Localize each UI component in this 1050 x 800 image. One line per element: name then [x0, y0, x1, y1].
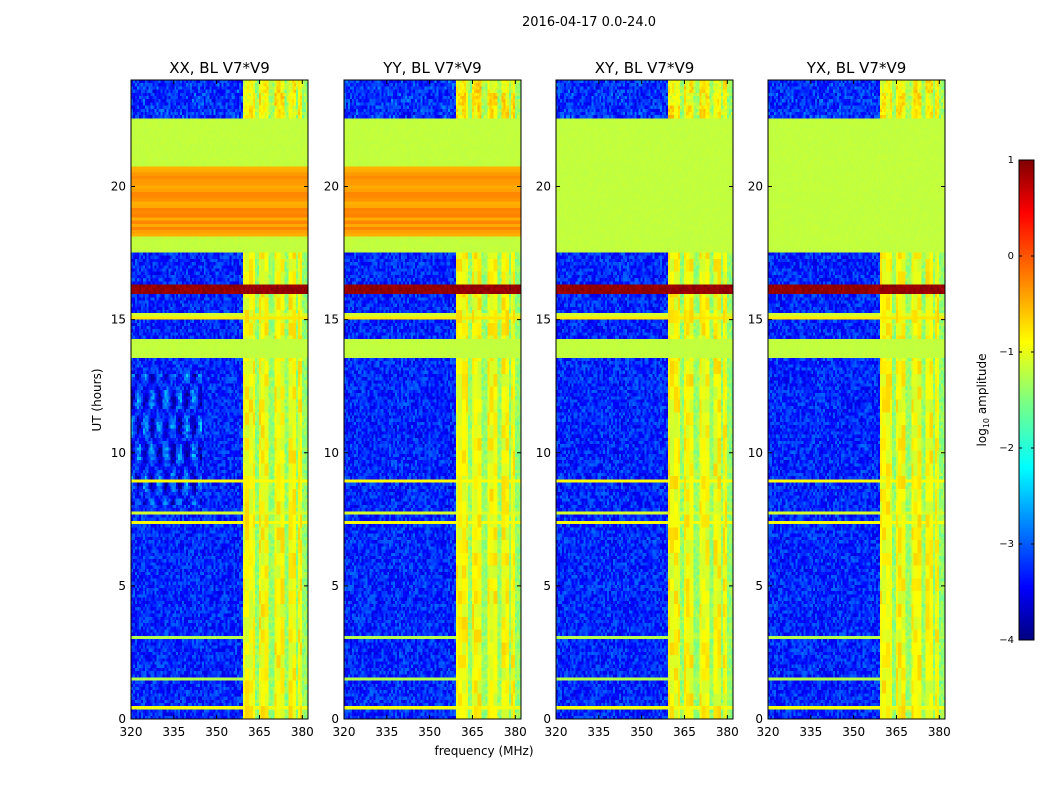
- x-tick-label: 335: [799, 725, 822, 739]
- colorbar-tick-label: −3: [999, 539, 1014, 550]
- x-tick-label: 365: [461, 725, 484, 739]
- y-tick-label: 20: [748, 180, 763, 194]
- colorbar-label-main: log: [975, 428, 989, 446]
- heatmap-image: [768, 80, 945, 719]
- panel-yx: YX, BL V7*V9 320 335 350 365 380 0 5 10 15 20: [748, 59, 951, 739]
- y-tick-label: 5: [331, 579, 339, 593]
- colorbar-tick-label: −4: [999, 635, 1014, 646]
- colorbar-label-sub: 10: [982, 418, 991, 428]
- panel-xx: XX, BL V7*V9 320 335 350 365 380 0 5 10 15 20: [111, 59, 314, 739]
- y-tick-label: 5: [543, 579, 551, 593]
- y-tick-label: 0: [331, 712, 339, 726]
- panel-title: YY, BL V7*V9: [382, 59, 481, 77]
- x-tick-label: 320: [757, 725, 780, 739]
- colorbar-label: log10 amplitude: [975, 354, 991, 447]
- y-tick-label: 15: [111, 313, 126, 327]
- x-tick-label: 320: [545, 725, 568, 739]
- colorbar-tick-label: −1: [999, 347, 1014, 358]
- colorbar-tick-label: 0: [1008, 251, 1014, 262]
- x-tick-label: 380: [928, 725, 951, 739]
- panel-frame: [767, 79, 946, 720]
- x-tick-label: 320: [120, 725, 143, 739]
- panel-title: XY, BL V7*V9: [595, 59, 695, 77]
- x-tick-label: 350: [205, 725, 228, 739]
- y-tick-label: 20: [324, 180, 339, 194]
- y-tick-label: 20: [111, 180, 126, 194]
- panel-xy: XY, BL V7*V9 320 335 350 365 380 0 5 10 15 20: [536, 59, 739, 739]
- colorbar-tick-label: −2: [999, 443, 1014, 454]
- y-tick-label: 5: [755, 579, 763, 593]
- y-tick-label: 10: [536, 446, 551, 460]
- x-tick-label: 380: [291, 725, 314, 739]
- x-tick-label: 380: [504, 725, 527, 739]
- y-tick-label: 10: [748, 446, 763, 460]
- y-tick-label: 0: [543, 712, 551, 726]
- heatmap-image: [556, 80, 733, 719]
- panel-frame: [130, 79, 309, 720]
- y-tick-label: 10: [324, 446, 339, 460]
- y-tick-label: 15: [748, 313, 763, 327]
- colorbar-label-rest: amplitude: [975, 354, 989, 418]
- x-tick-label: 320: [333, 725, 356, 739]
- x-tick-label: 335: [162, 725, 185, 739]
- y-tick-label: 10: [111, 446, 126, 460]
- heatmap-image: [131, 80, 308, 719]
- panel-frame: [555, 79, 734, 720]
- x-axis-label: frequency (MHz): [434, 744, 533, 758]
- colorbar-tick-label: 1: [1008, 155, 1014, 166]
- x-tick-label: 365: [885, 725, 908, 739]
- panel-yy: YY, BL V7*V9 320 335 350 365 380 0 5 10 15 20: [324, 59, 527, 739]
- y-tick-label: 15: [536, 313, 551, 327]
- y-tick-label: 20: [536, 180, 551, 194]
- heatmap-image: [344, 80, 521, 719]
- y-axis-label: UT (hours): [90, 368, 104, 431]
- x-tick-label: 335: [375, 725, 398, 739]
- x-tick-label: 350: [418, 725, 441, 739]
- panel-title: YX, BL V7*V9: [806, 59, 907, 77]
- y-tick-label: 15: [324, 313, 339, 327]
- x-tick-label: 350: [630, 725, 653, 739]
- x-tick-label: 335: [587, 725, 610, 739]
- y-tick-label: 0: [755, 712, 763, 726]
- figure-suptitle: 2016-04-17 0.0-24.0: [522, 15, 656, 30]
- panel-frame: [343, 79, 522, 720]
- colorbar-gradient: [1018, 159, 1035, 641]
- x-tick-label: 365: [673, 725, 696, 739]
- y-tick-label: 0: [118, 712, 126, 726]
- panel-title: XX, BL V7*V9: [169, 59, 270, 77]
- x-tick-label: 380: [716, 725, 739, 739]
- x-tick-label: 350: [842, 725, 865, 739]
- y-tick-label: 5: [118, 579, 126, 593]
- x-tick-label: 365: [248, 725, 271, 739]
